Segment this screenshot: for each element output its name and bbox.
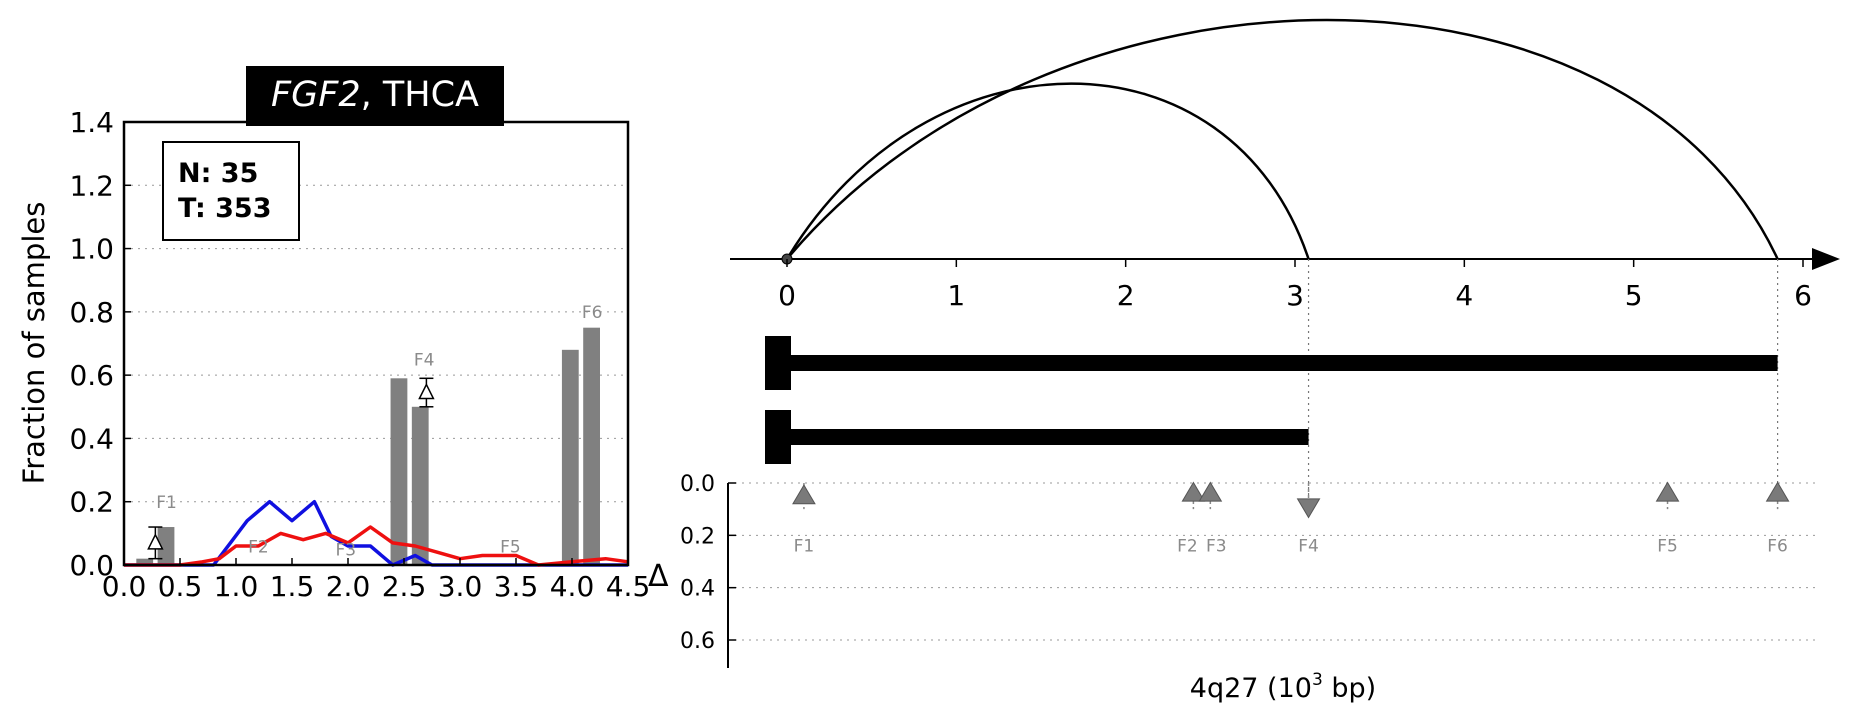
left-x-ticks: 0.0 0.5 1.0 1.5 2.0 2.5 3.0 3.5 4.0 4.5	[102, 558, 651, 603]
transcript-start-block	[765, 336, 791, 390]
genomic-x-ticks: 0 1 2 3 4 5 6	[778, 259, 1812, 312]
bar-normal-F4	[390, 378, 408, 565]
genomic-axis-arrow	[1812, 248, 1840, 270]
transcript-body	[787, 429, 1309, 445]
delta-triangle	[147, 533, 164, 550]
left-x-tick-label: 1.5	[270, 570, 315, 603]
genomic-tick-label: 1	[947, 279, 965, 312]
left-x-tick-label: 3.0	[438, 570, 483, 603]
bar-normal-F1	[136, 558, 154, 565]
left-y-axis-label: Fraction of samples	[17, 202, 51, 485]
left-x-tick-label: 4.0	[550, 570, 595, 603]
left-feature-label: F6	[582, 303, 603, 323]
left-x-tick-label: 4.5	[606, 570, 651, 603]
splice-arcs	[785, 18, 1779, 260]
delta-tick-label: 0.4	[680, 577, 715, 602]
feature-marker-F6	[1765, 481, 1790, 502]
transcript-end-guides	[1307, 259, 1779, 502]
bar-normal-F6	[561, 349, 579, 565]
left-y-tick-label: 1.4	[69, 106, 114, 139]
feature-marker-F4	[1296, 498, 1321, 519]
left-feature-label: F5	[500, 537, 521, 557]
genomic-tick-label: 2	[1117, 279, 1135, 312]
feature-label-F1: F1	[794, 536, 815, 556]
left-y-tick-label: 0.2	[69, 486, 114, 519]
series-line-tumor	[124, 525, 629, 567]
left-chart-panel: F1 F2 F3 F4 F5 F6 0.0 0.5 1.0 1.5 2.0 2.5 3.0 3.5 4.0…	[17, 66, 650, 603]
normal-count: N: 35	[178, 158, 258, 189]
left-y-tick-label: 0.8	[69, 296, 114, 329]
genomic-tick-label: 4	[1455, 279, 1473, 312]
left-lines	[124, 499, 629, 567]
transcript-body	[787, 355, 1778, 371]
left-feature-label: F2	[248, 537, 269, 557]
left-y-ticks: 0.0 0.2 0.4 0.6 0.8 1.0 1.2 1.4	[69, 106, 131, 582]
left-x-tick-label: 0.0	[102, 570, 147, 603]
feature-label-F6: F6	[1767, 536, 1788, 556]
left-delta-markers	[147, 377, 435, 560]
genomic-tick-label: 6	[1794, 279, 1812, 312]
splice-arc	[785, 82, 1310, 260]
left-x-tick-label: 3.5	[494, 570, 539, 603]
genomic-x-axis-label: 4q27 (103 bp)	[1190, 670, 1376, 704]
left-chart-title: FGF2, THCA	[271, 75, 479, 115]
left-y-tick-label: 0.6	[69, 359, 114, 392]
bar-tumor-F4	[411, 406, 429, 565]
feature-markers: F1 F2 F3 F4 F5 F6	[792, 481, 1790, 556]
feature-marker-F1	[792, 484, 816, 505]
delta-ticks: 0.0 0.2 0.4 0.6	[680, 472, 736, 654]
feature-label-F3: F3	[1206, 536, 1227, 556]
bar-tumor-F6	[583, 327, 600, 565]
delta-tick-label: 0.6	[680, 629, 715, 654]
feature-label-F5: F5	[1657, 536, 1678, 556]
left-feature-label: F4	[414, 351, 435, 371]
left-x-tick-label: 2.0	[326, 570, 371, 603]
left-x-tick-label: 2.5	[382, 570, 427, 603]
tumor-count: T: 353	[178, 193, 272, 224]
feature-label-F2: F2	[1177, 536, 1198, 556]
left-bars	[136, 327, 600, 565]
left-feature-labels: F1 F2 F3 F4 F5 F6	[156, 303, 602, 560]
feature-marker-F5	[1655, 481, 1680, 502]
genomic-tick-label: 3	[1286, 279, 1304, 312]
delta-triangle	[418, 382, 435, 400]
delta-axis-label: Δ	[648, 559, 669, 594]
left-feature-label: F1	[156, 493, 177, 513]
left-y-tick-label: 1.0	[69, 233, 114, 266]
feature-marker-F2	[1181, 481, 1206, 502]
series-line-normal	[124, 499, 628, 567]
left-feature-label: F3	[335, 541, 356, 561]
delta-gridlines	[728, 482, 1818, 641]
transcript-start-block	[765, 410, 791, 464]
left-x-tick-label: 0.5	[158, 570, 203, 603]
delta-tick-label: 0.0	[680, 472, 715, 497]
left-y-tick-label: 0.0	[69, 549, 114, 582]
feature-marker-F3	[1198, 481, 1223, 502]
splice-arc	[786, 18, 1779, 260]
left-y-tick-label: 0.4	[69, 422, 114, 455]
delta-tick-label: 0.2	[680, 524, 715, 549]
sample-counts-box	[162, 141, 300, 241]
transcripts	[765, 336, 1778, 464]
left-title-box	[246, 66, 504, 126]
right-diagram-panel: 0 1 2 3 4 5 6 0.0 0.2 0.4 0.6 Δ F1 F2 F3 F4 F5 F6 4q27…	[648, 18, 1840, 704]
genomic-tick-label: 0	[778, 279, 796, 312]
genomic-tick-label: 5	[1625, 279, 1643, 312]
bar-tumor-F1	[157, 527, 175, 565]
feature-label-F4: F4	[1298, 536, 1319, 556]
left-x-tick-label: 1.0	[214, 570, 259, 603]
left-y-tick-label: 1.2	[69, 169, 114, 202]
